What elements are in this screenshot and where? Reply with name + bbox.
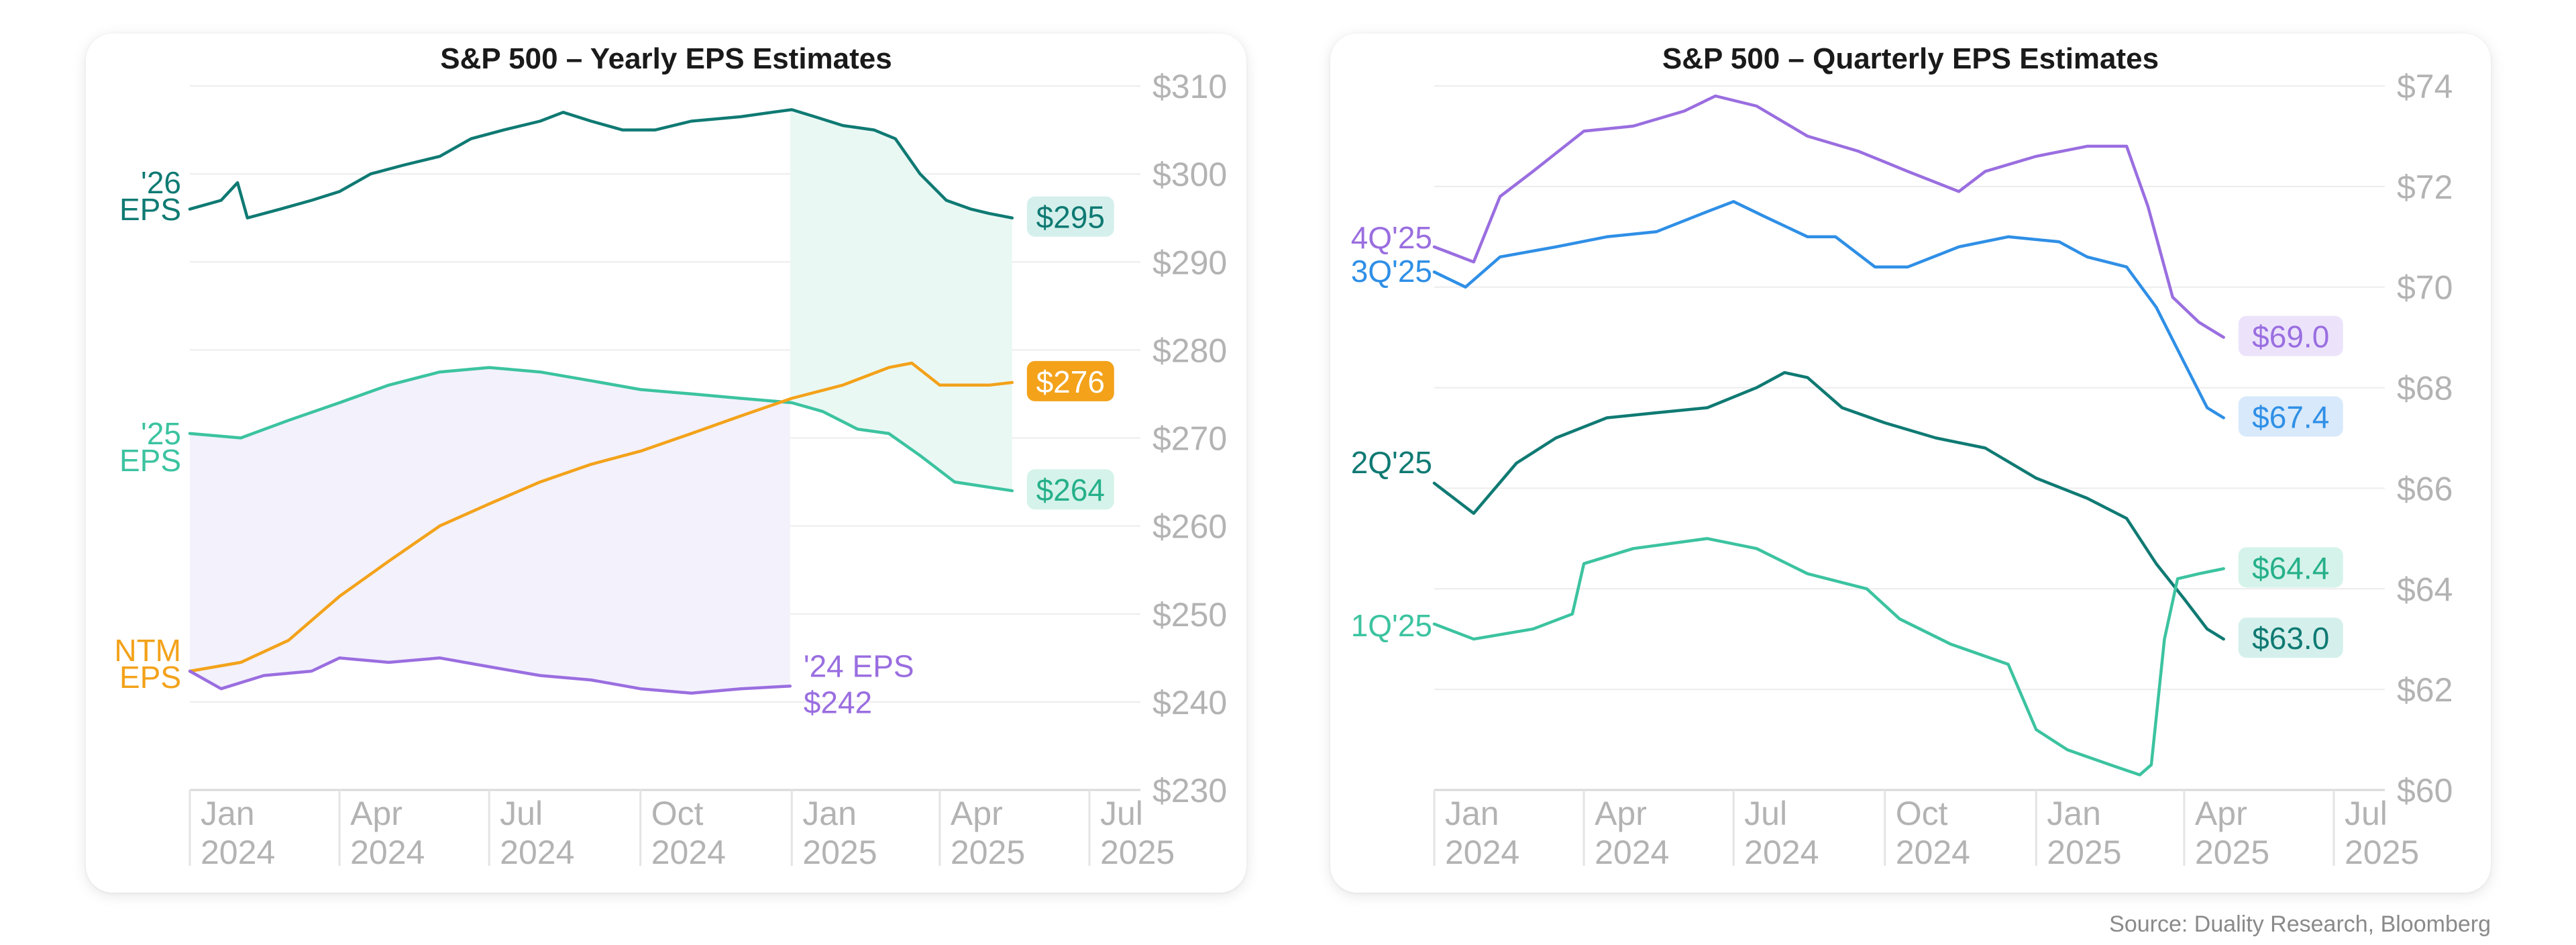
end-label-box <box>1026 469 1114 510</box>
x-tick-year: 2024 <box>500 834 574 871</box>
chart-title: S&P 500 – Quarterly EPS Estimates <box>1662 42 2159 75</box>
y-tick-label: $280 <box>1152 332 1227 369</box>
series-label: EPS <box>119 660 181 695</box>
series-line <box>1432 94 2225 339</box>
x-tick-month: Apr <box>2195 795 2247 832</box>
end-label-value: $242 <box>804 685 872 719</box>
y-tick-label: $230 <box>1152 772 1227 809</box>
y-tick-label: $310 <box>1152 68 1227 105</box>
x-tick-month: Apr <box>350 795 402 832</box>
x-tick-month: Jan <box>201 795 255 832</box>
x-tick-year: 2025 <box>802 834 877 871</box>
series-line <box>188 108 1014 219</box>
series-line <box>188 366 1014 493</box>
x-tick-month: Jan <box>802 795 857 832</box>
series-label: 2Q'25 <box>1351 445 1432 480</box>
x-tick-year: 2024 <box>1445 834 1519 871</box>
quarterly-eps-chart: S&P 500 – Quarterly EPS Estimates $74 $72 $… <box>1351 42 2453 871</box>
series-line <box>188 361 1014 673</box>
end-label-box <box>1026 360 1114 401</box>
y-tick-label: $70 <box>2397 269 2453 307</box>
y-tick-label: $240 <box>1152 684 1227 722</box>
series-label: '26 <box>141 165 181 200</box>
shaded-region <box>190 367 790 693</box>
x-tick-year: 2024 <box>1595 834 1669 871</box>
end-label: $63.0 <box>2252 621 2329 656</box>
y-tick-label: $74 <box>2397 68 2453 105</box>
series-label: 4Q'25 <box>1351 220 1432 255</box>
series-label: 1Q'25 <box>1351 608 1432 643</box>
series-label: 3Q'25 <box>1351 254 1432 289</box>
x-tick-month: Jan <box>2047 795 2101 832</box>
series-line <box>1432 537 2225 777</box>
series-label: NTM <box>114 633 181 668</box>
x-tick-year: 2024 <box>350 834 425 871</box>
x-tick-month: Jul <box>1100 795 1143 832</box>
x-tick-month: Apr <box>1595 795 1647 832</box>
x-tick-month: Jul <box>500 795 543 832</box>
end-label: $276 <box>1036 364 1105 399</box>
end-label-box <box>2238 547 2343 588</box>
y-tick-label: $64 <box>2397 570 2453 608</box>
end-label: $295 <box>1036 200 1105 235</box>
quarterly-eps-chart-card: S&P 500 – Quarterly EPS Estimates $74 $72 $… <box>1330 34 2491 893</box>
y-tick-label: $66 <box>2397 470 2453 507</box>
y-tick-label: $300 <box>1152 156 1227 193</box>
yearly-eps-chart-card: S&P 500 – Yearly EPS Estimates $310 $300 $2… <box>86 34 1246 893</box>
x-tick-year: 2024 <box>201 834 275 871</box>
x-tick-year: 2024 <box>1744 834 1819 871</box>
end-label-box <box>2238 617 2343 658</box>
yearly-eps-chart: S&P 500 – Yearly EPS Estimates $310 $300 $2… <box>114 42 1227 871</box>
end-label-box <box>2238 315 2343 356</box>
x-tick-month: Jul <box>2345 795 2387 832</box>
y-tick-label: $72 <box>2397 168 2453 206</box>
series-label: EPS <box>119 192 181 227</box>
y-tick-label: $250 <box>1152 596 1227 634</box>
x-tick-year: 2024 <box>651 834 726 871</box>
x-tick-month: Apr <box>951 795 1003 832</box>
end-label: $64.4 <box>2252 550 2329 585</box>
x-tick-year: 2024 <box>1896 834 1970 871</box>
end-label: $69.0 <box>2252 319 2329 354</box>
end-label: '24 EPS <box>804 648 914 683</box>
series-line <box>1432 200 2225 419</box>
x-tick-month: Jan <box>1445 795 1499 832</box>
y-tick-label: $68 <box>2397 370 2453 407</box>
x-tick-month: Oct <box>651 795 704 832</box>
end-label-box <box>2238 396 2343 437</box>
x-tick-month: Jul <box>1744 795 1787 832</box>
series-label: '25 <box>141 416 181 451</box>
y-tick-label: $270 <box>1152 420 1227 458</box>
x-tick-year: 2025 <box>2195 834 2269 871</box>
series-line <box>188 656 792 695</box>
x-tick-year: 2025 <box>2345 834 2419 871</box>
y-tick-label: $290 <box>1152 244 1227 281</box>
x-tick-year: 2025 <box>951 834 1025 871</box>
series-label: EPS <box>119 443 181 478</box>
series-line <box>1432 370 2225 641</box>
shaded-region <box>790 109 1012 491</box>
chart-title: S&P 500 – Yearly EPS Estimates <box>440 42 892 75</box>
source-note: Source: Duality Research, Bloomberg <box>2109 911 2491 937</box>
x-tick-year: 2025 <box>1100 834 1175 871</box>
end-label-box <box>1026 196 1114 237</box>
end-label: $264 <box>1036 472 1105 507</box>
y-tick-label: $60 <box>2397 772 2453 809</box>
y-tick-label: $260 <box>1152 508 1227 546</box>
end-label: $67.4 <box>2252 400 2329 435</box>
x-tick-month: Oct <box>1896 795 1948 832</box>
y-tick-label: $62 <box>2397 671 2453 709</box>
x-tick-year: 2025 <box>2047 834 2121 871</box>
